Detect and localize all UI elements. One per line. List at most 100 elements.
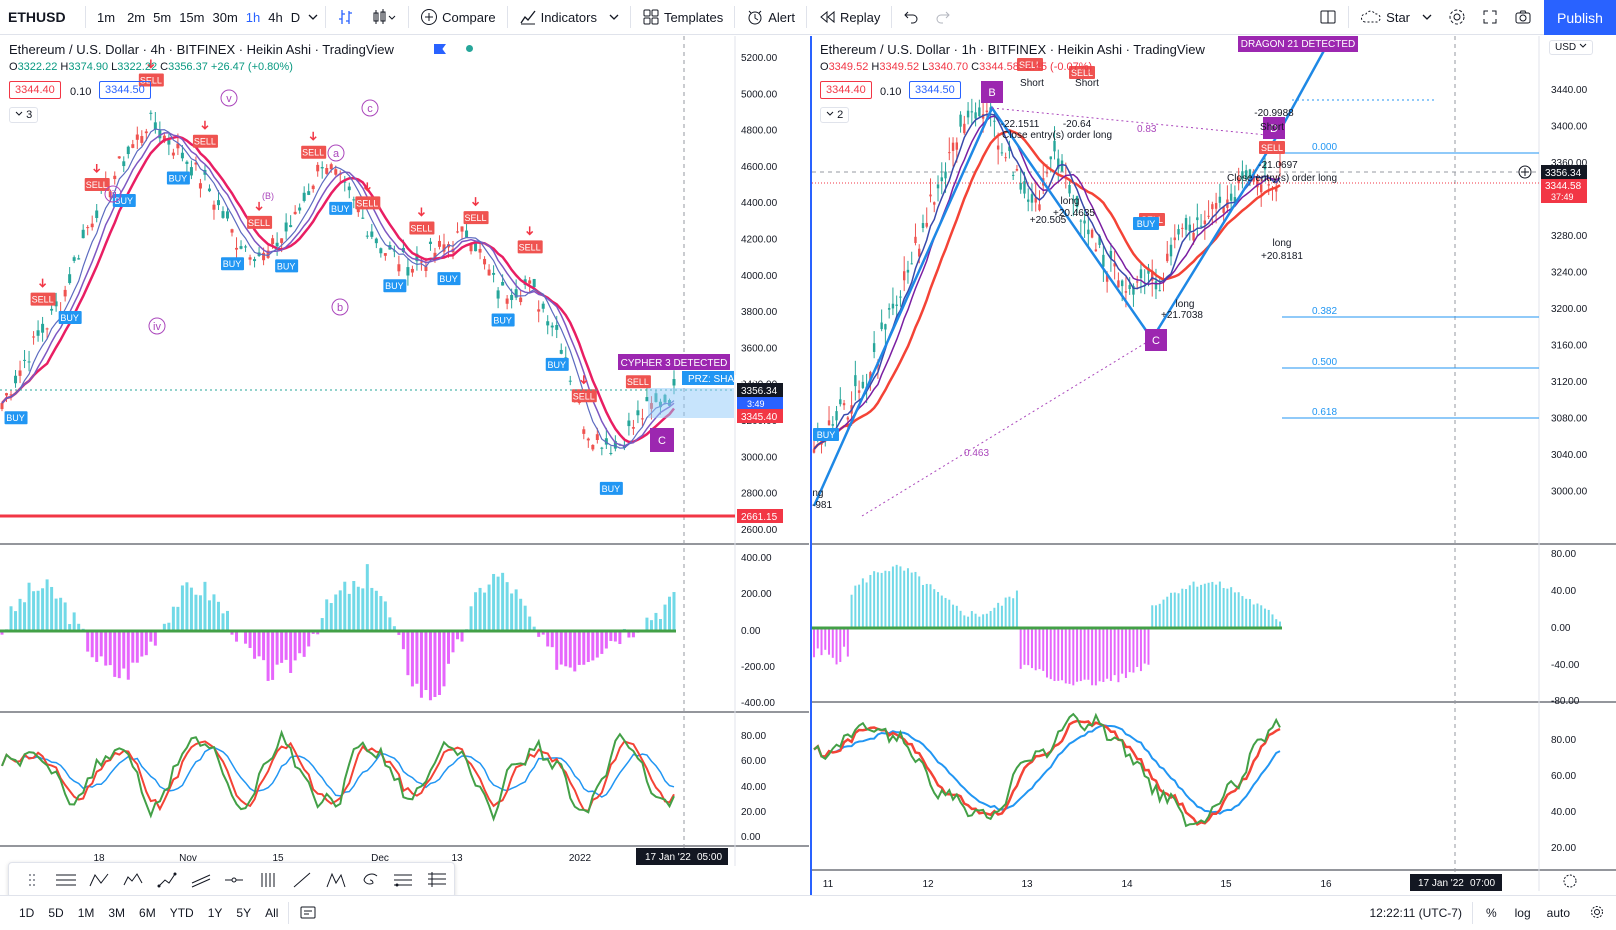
candle-body [1053,140,1056,152]
candle-body [895,304,898,306]
elliott-wave-icon[interactable] [116,863,150,896]
fib-level-label: 0.618 [1312,407,1337,418]
candle-body [1117,280,1120,288]
left-chart-canvas[interactable]: 5200.00 5000.00 4800.00 4600.00 4400.00 4200.… [0,36,809,896]
price-tick-label: 3280.00 [1551,231,1588,242]
interval-4h[interactable]: 4h [268,9,283,25]
buy-signal-label: BUY [6,413,25,423]
candle-body [1045,172,1049,174]
interval-2m[interactable]: 2m [127,9,146,25]
range-5Y[interactable]: 5Y [236,906,252,920]
buy-price-box[interactable]: 3344.50 [909,81,961,99]
templates-button[interactable]: Templates [634,0,731,35]
range-1M[interactable]: 1M [77,906,95,920]
abcd-pattern-icon[interactable] [83,863,117,896]
clock[interactable]: 12:22:11 (UTC-7) [1369,906,1462,920]
auto-toggle[interactable]: auto [1546,906,1570,920]
candle-body [921,223,925,229]
interval-15m[interactable]: 15m [179,9,205,25]
chart-settings-button[interactable] [1578,905,1616,922]
interval-D[interactable]: D [290,9,301,25]
c-point-box [650,428,674,452]
interval-dropdown-icon[interactable] [304,0,322,35]
crosshair-time-box [636,848,728,865]
fib-extension-icon[interactable] [420,863,454,896]
log-toggle[interactable]: log [1514,906,1531,920]
fullscreen-button[interactable] [1474,0,1506,35]
candle-body [180,152,184,159]
sell-arrow-icon [417,207,425,217]
candle-body [198,183,202,189]
indicator-collapse[interactable]: 3 [9,107,39,123]
long-position-icon[interactable] [251,863,285,896]
sell-signal-label: SELL [1261,143,1283,153]
settings-button[interactable] [1440,0,1474,35]
rsi-line [813,719,1281,827]
publish-button[interactable]: Publish [1544,0,1616,35]
top-toolbar: ETHUSD 1m 2m 5m 15m 30m 1h 4h D Compare … [0,0,1616,35]
gear-icon[interactable] [1563,874,1577,888]
fib-retracement-icon[interactable] [386,863,420,896]
dragon-label-box [1238,36,1358,52]
sell-signal-box [517,240,543,254]
current-price-tag [1541,165,1587,179]
redo-button[interactable] [927,0,959,35]
horizontal-ray-icon[interactable] [218,863,252,896]
right-chart-canvas[interactable]: 3440.003400.003360.003320.003280.003240.… [812,36,1616,896]
trade-annotation: long [1273,238,1292,249]
replay-button[interactable]: Replay [810,0,888,35]
indicator-collapse[interactable]: 2 [820,107,850,123]
candle-body [1199,225,1203,227]
percent-toggle[interactable]: % [1485,906,1497,920]
interval-1h[interactable]: 1h [245,9,261,25]
indicators-button[interactable]: Indicators [511,0,627,35]
parallel-channel-icon[interactable] [184,863,218,896]
candle-body [546,321,550,326]
xabcd-pattern-icon[interactable] [319,863,353,896]
candle-body [442,244,446,252]
flag-icon[interactable] [434,44,446,54]
left-chart-pane[interactable]: 5200.00 5000.00 4800.00 4600.00 4400.00 4200.… [0,36,809,896]
range-1D[interactable]: 1D [19,906,35,920]
currency-selector[interactable]: USD [1549,40,1593,55]
regression-trend-icon[interactable] [49,863,83,896]
range-6M[interactable]: 6M [139,906,156,920]
sell-price-box[interactable]: 3344.40 [820,81,872,99]
ratio-line [861,338,1153,517]
range-All[interactable]: All [265,906,279,920]
pattern-point-box [1263,117,1285,139]
sell-price-box[interactable]: 3344.40 [9,81,61,99]
snapshot-button[interactable] [1506,0,1540,35]
fib-spiral-icon[interactable] [353,863,387,896]
candle-body [1015,168,1019,171]
trend-line-icon[interactable] [285,863,319,896]
range-3M[interactable]: 3M [108,906,126,920]
price-tick-label: 2800.00 [741,489,778,500]
compare-button[interactable]: Compare [412,0,503,35]
buy-price-box[interactable]: 3344.50 [99,81,151,99]
divider [891,6,893,28]
candle-body [944,171,947,179]
interval-30m[interactable]: 30m [212,9,238,25]
candle-body [239,246,243,249]
path-icon[interactable] [150,863,184,896]
symbol-search[interactable]: ETHUSD [8,9,66,25]
range-1Y[interactable]: 1Y [207,906,223,920]
bar-style-icon[interactable] [329,0,363,35]
layout-button[interactable] [1311,0,1345,35]
chevron-down-icon [609,14,619,20]
range-YTD[interactable]: YTD [169,906,194,920]
alert-button[interactable]: Alert [738,0,803,35]
goto-date-button[interactable] [292,904,324,923]
candle-body [1278,161,1282,167]
right-chart-pane[interactable]: 3440.003400.003360.003320.003280.003240.… [810,36,1616,896]
drag-handle-icon[interactable] [15,863,49,896]
interval-1m[interactable]: 1m [97,9,116,25]
candle-style-icon[interactable] [363,0,405,35]
undo-button[interactable] [895,0,927,35]
star-button[interactable]: Star [1352,0,1440,35]
candle-body [519,297,523,303]
interval-5m[interactable]: 5m [153,9,172,25]
plus-icon [1521,168,1529,176]
range-5D[interactable]: 5D [48,906,64,920]
